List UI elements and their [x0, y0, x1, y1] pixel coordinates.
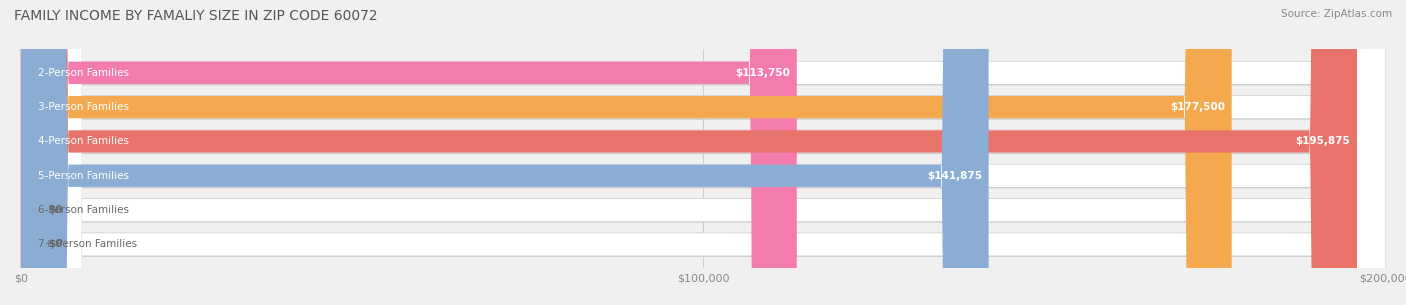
FancyBboxPatch shape [21, 0, 1232, 305]
Text: 7+ Person Families: 7+ Person Families [38, 239, 136, 249]
FancyBboxPatch shape [21, 0, 1385, 305]
FancyBboxPatch shape [21, 0, 988, 305]
Text: 6-Person Families: 6-Person Families [38, 205, 129, 215]
FancyBboxPatch shape [21, 0, 1385, 305]
Text: 5-Person Families: 5-Person Families [38, 171, 129, 181]
Text: 3-Person Families: 3-Person Families [38, 102, 129, 112]
Text: $113,750: $113,750 [735, 68, 790, 78]
FancyBboxPatch shape [21, 0, 1385, 305]
FancyBboxPatch shape [21, 0, 1385, 305]
FancyBboxPatch shape [21, 0, 1385, 305]
Text: Source: ZipAtlas.com: Source: ZipAtlas.com [1281, 9, 1392, 19]
Text: $0: $0 [48, 239, 63, 249]
FancyBboxPatch shape [21, 0, 1357, 305]
FancyBboxPatch shape [21, 0, 1385, 305]
Text: 2-Person Families: 2-Person Families [38, 68, 129, 78]
FancyBboxPatch shape [21, 0, 1385, 305]
FancyBboxPatch shape [21, 0, 1385, 305]
Text: 4-Person Families: 4-Person Families [38, 136, 129, 146]
Text: $177,500: $177,500 [1170, 102, 1225, 112]
Text: $141,875: $141,875 [927, 171, 981, 181]
FancyBboxPatch shape [21, 0, 1385, 305]
FancyBboxPatch shape [21, 0, 1385, 305]
Text: $0: $0 [48, 205, 63, 215]
Text: $195,875: $195,875 [1295, 136, 1350, 146]
FancyBboxPatch shape [21, 0, 1385, 305]
FancyBboxPatch shape [21, 0, 797, 305]
Text: FAMILY INCOME BY FAMALIY SIZE IN ZIP CODE 60072: FAMILY INCOME BY FAMALIY SIZE IN ZIP COD… [14, 9, 378, 23]
FancyBboxPatch shape [21, 0, 1385, 305]
